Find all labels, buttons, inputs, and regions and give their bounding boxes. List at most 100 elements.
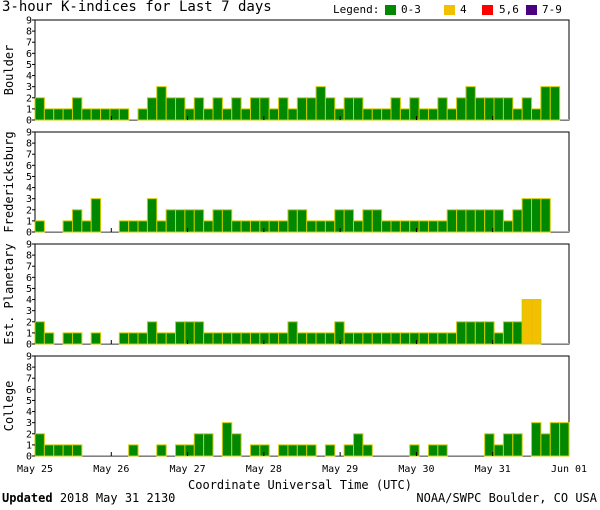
bar-college [138,455,148,456]
bar-est-planetary [418,332,429,345]
bar-college [100,455,110,456]
bar-boulder [371,108,383,121]
bar-fredericksburg [81,220,92,233]
bar-boulder [399,108,411,121]
bar-college [465,455,476,456]
y-tick-label-fredericksburg: 5 [26,172,32,183]
chart-title: 3-hour K-indices for Last 7 days [2,0,272,15]
legend-label-0-3: 0-3 [401,3,421,16]
bar-boulder [559,119,569,120]
bar-fredericksburg [324,220,336,233]
bar-college [419,455,429,456]
bar-college [559,422,570,457]
bar-boulder [90,108,102,121]
bar-boulder [165,97,177,121]
y-tick-label-fredericksburg: 4 [26,183,32,194]
bar-est-planetary [184,321,195,345]
panel-label-est-planetary: Est. Planetary [2,243,16,344]
bar-est-planetary [287,321,298,345]
bar-college [531,422,542,457]
bar-est-planetary [456,321,467,345]
bar-college [109,455,120,456]
bar-est-planetary [550,343,560,344]
bar-est-planetary [34,321,45,345]
y-tick-label-boulder: 8 [26,27,32,38]
bar-fredericksburg [231,220,242,233]
bar-fredericksburg [315,220,326,233]
bar-est-planetary [109,343,120,344]
bar-est-planetary [62,332,73,345]
bar-college [427,444,439,457]
bar-boulder [381,108,392,121]
y-tick-label-fredericksburg: 1 [26,216,32,227]
bar-college [241,455,251,456]
bar-boulder [549,86,561,121]
bar-college [213,455,223,456]
bar-college [34,433,45,457]
bar-fredericksburg [90,198,102,233]
bar-college [372,455,382,456]
bar-fredericksburg [249,220,261,233]
bar-college [324,444,336,457]
bar-boulder [81,108,92,121]
bar-est-planetary [446,332,458,345]
bar-est-planetary [362,332,373,345]
bar-boulder [353,97,364,121]
bar-est-planetary [221,332,233,345]
bar-boulder [212,97,223,121]
bar-fredericksburg [456,209,467,233]
bar-boulder [456,97,467,121]
y-tick-label-est-planetary: 5 [26,284,32,295]
bar-boulder [427,108,439,121]
bar-college [175,444,186,457]
bar-fredericksburg [521,198,533,233]
bar-boulder [474,97,486,121]
legend-swatch-4 [444,5,455,15]
bar-est-planetary [531,299,542,345]
bar-boulder [175,97,186,121]
bar-fredericksburg [540,198,551,233]
bar-college [502,433,514,457]
y-tick-label-boulder: 9 [26,16,32,27]
bar-est-planetary [100,343,110,344]
bar-college [278,444,289,457]
y-tick-label-college: 3 [26,418,32,429]
bar-boulder [43,108,55,121]
bar-fredericksburg [362,209,373,233]
bar-fredericksburg [512,209,523,233]
bar-est-planetary [559,343,569,344]
bar-college [512,433,523,457]
y-tick-label-college: 6 [26,385,32,396]
bar-college [71,444,83,457]
bar-college [53,444,64,457]
bar-fredericksburg [502,220,514,233]
bar-boulder [446,108,458,121]
y-tick-label-est-planetary: 6 [26,273,32,284]
bar-boulder [343,97,355,121]
bar-boulder [324,97,336,121]
bar-est-planetary [343,332,355,345]
bar-fredericksburg [71,209,83,233]
bar-est-planetary [381,332,392,345]
y-tick-label-fredericksburg: 2 [26,205,32,216]
bar-college [231,433,242,457]
bar-boulder [531,108,542,121]
bar-college [203,433,214,457]
y-tick-label-fredericksburg: 3 [26,194,32,205]
bar-fredericksburg [465,209,476,233]
bar-college [147,455,157,456]
y-tick-label-boulder: 0 [26,116,32,127]
bar-boulder [437,97,448,121]
bar-fredericksburg [334,209,345,233]
bar-est-planetary [128,332,139,345]
bar-est-planetary [390,332,401,345]
bar-fredericksburg [128,220,139,233]
bar-college [381,455,391,456]
bar-college [91,455,101,456]
bar-est-planetary [165,332,177,345]
legend-swatch-0-3 [385,5,396,15]
bar-est-planetary [240,332,251,345]
bar-boulder [315,86,326,121]
bar-fredericksburg [175,209,186,233]
bar-est-planetary [43,332,55,345]
